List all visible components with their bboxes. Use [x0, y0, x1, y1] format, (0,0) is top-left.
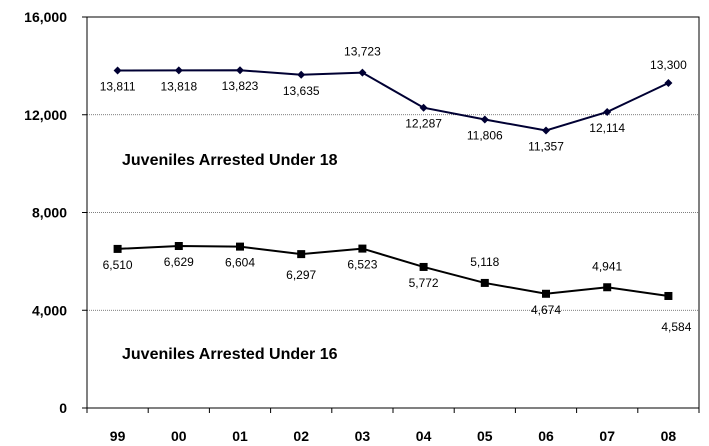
data-label: 6,629 — [164, 255, 194, 269]
y-axis-ticks: 0 4,000 8,000 12,000 16,000 — [24, 9, 67, 416]
data-point — [664, 291, 673, 300]
series-lines — [117, 69, 669, 297]
data-point — [174, 242, 183, 251]
data-point — [174, 66, 183, 75]
data-label: 13,723 — [344, 45, 381, 59]
data-label: 13,635 — [283, 84, 320, 98]
data-label: 4,941 — [592, 259, 622, 273]
data-points — [113, 66, 673, 300]
data-point — [358, 68, 367, 77]
data-point — [113, 66, 122, 75]
y-tick-label: 4,000 — [32, 302, 67, 318]
data-point — [297, 70, 306, 79]
series-line-0 — [117, 69, 669, 132]
data-point — [236, 66, 244, 75]
y-tick-label: 8,000 — [32, 205, 67, 221]
x-tick-label: 05 — [477, 428, 493, 444]
data-label: 12,114 — [589, 121, 625, 135]
y-tick-label: 0 — [59, 400, 67, 416]
x-tick-label: 02 — [293, 428, 309, 444]
data-label: 6,297 — [286, 268, 316, 282]
data-point — [236, 242, 244, 251]
data-label: 13,818 — [160, 79, 197, 93]
x-tick-label: 06 — [538, 428, 554, 444]
data-point — [480, 278, 489, 287]
series-line-1 — [117, 245, 669, 297]
annotation-under-18: Juveniles Arrested Under 18 — [122, 152, 338, 169]
data-point — [603, 283, 612, 292]
data-label: 6,523 — [347, 258, 377, 272]
data-label: 13,823 — [222, 79, 259, 93]
data-label: 13,811 — [100, 79, 136, 93]
x-tick-label: 01 — [232, 428, 248, 444]
data-point — [480, 115, 489, 124]
data-label: 4,674 — [531, 303, 561, 317]
data-label: 11,806 — [467, 128, 503, 142]
data-point — [603, 107, 612, 116]
data-label: 4,584 — [661, 320, 691, 334]
data-label: 5,118 — [470, 255, 499, 269]
data-point — [113, 244, 122, 253]
x-tick-label: 99 — [110, 428, 126, 444]
data-label: 5,772 — [409, 276, 439, 290]
data-point — [542, 289, 550, 298]
data-label: 13,300 — [650, 58, 687, 72]
data-point — [664, 78, 673, 87]
data-point — [419, 262, 428, 271]
axes — [82, 16, 700, 413]
data-point — [358, 244, 367, 253]
data-label: 11,357 — [528, 139, 564, 153]
data-label: 6,510 — [103, 258, 133, 272]
data-label: 12,287 — [405, 117, 442, 131]
data-label: 6,604 — [225, 256, 255, 270]
y-tick-label: 16,000 — [24, 9, 67, 25]
x-axis-ticks: 99 00 01 02 03 04 05 06 07 08 — [110, 428, 677, 444]
x-tick-label: 03 — [355, 428, 371, 444]
data-point — [542, 126, 550, 135]
data-point — [419, 103, 428, 112]
annotation-under-16: Juveniles Arrested Under 16 — [122, 346, 338, 363]
data-point — [297, 250, 306, 259]
gridlines — [87, 114, 699, 311]
y-tick-label: 12,000 — [24, 107, 67, 123]
x-tick-label: 04 — [416, 428, 432, 444]
x-tick-label: 00 — [171, 428, 187, 444]
data-labels: 13,811 13,818 13,823 13,635 13,723 12,287 11,8… — [100, 45, 692, 334]
x-tick-label: 08 — [661, 428, 677, 444]
x-tick-label: 07 — [599, 428, 615, 444]
